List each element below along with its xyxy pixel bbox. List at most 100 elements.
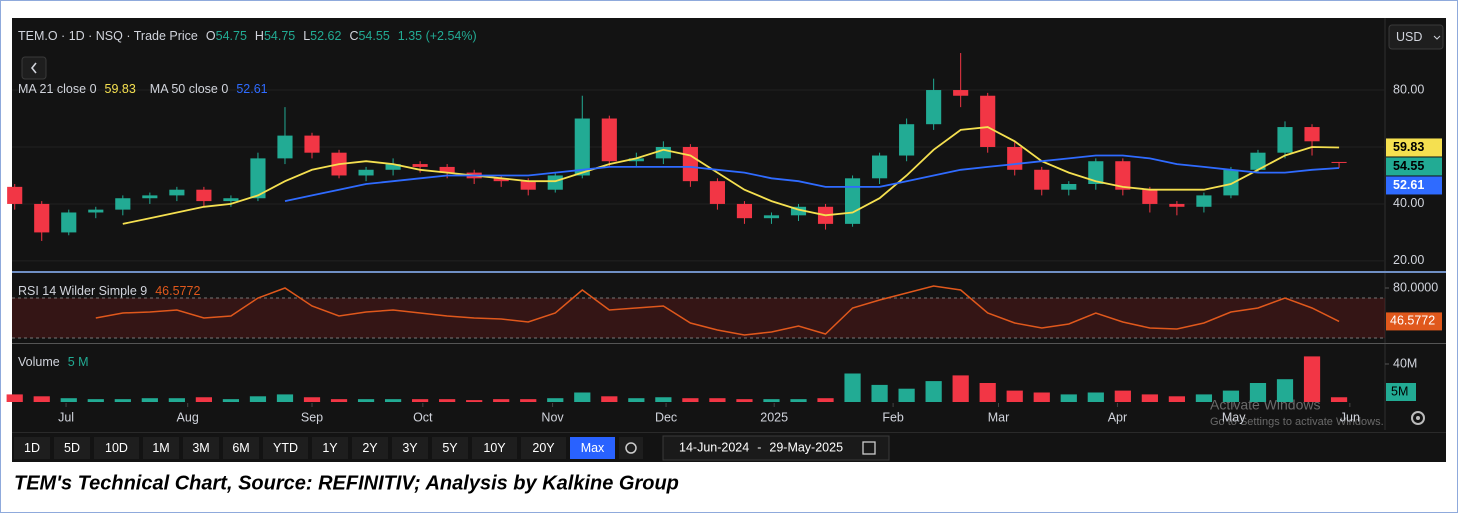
date-separator: -	[757, 441, 761, 455]
ohlc-label: H	[255, 29, 264, 43]
candle-body	[277, 135, 293, 159]
candle-body	[1169, 203, 1185, 207]
caption: TEM's Technical Chart, Source: REFINITIV…	[14, 472, 679, 494]
volume-bar	[1033, 392, 1050, 402]
volume-bar	[574, 392, 591, 402]
range-button[interactable]	[432, 437, 468, 459]
volume-bar	[979, 383, 996, 402]
back-button[interactable]	[21, 56, 47, 80]
volume-bar	[1006, 390, 1023, 402]
candle-body	[872, 155, 888, 179]
price-tag	[1386, 176, 1442, 195]
volume-bar	[303, 397, 321, 402]
date-from: 14-Jun-2024	[679, 441, 749, 455]
candle-body	[574, 118, 590, 176]
candle-body	[250, 158, 266, 199]
volume-bar	[466, 400, 483, 402]
range-button[interactable]	[392, 437, 428, 459]
y-tick-label: 40.00	[1393, 196, 1424, 210]
candle-body	[547, 175, 563, 190]
settings-icon[interactable]	[1411, 411, 1425, 425]
volume-bar	[1168, 396, 1185, 402]
candle-body	[439, 166, 455, 173]
volume-bar	[1276, 379, 1294, 402]
candle-body	[953, 90, 969, 96]
date-range-box[interactable]	[662, 435, 890, 461]
volume-bar	[384, 399, 402, 402]
range-button[interactable]	[570, 437, 615, 459]
rsi-band	[12, 298, 1385, 338]
range-button-label: 5D	[64, 441, 80, 455]
range-button[interactable]	[143, 437, 179, 459]
currency-dropdown[interactable]	[1388, 24, 1444, 50]
dropdown-icon	[1433, 35, 1441, 40]
header-legend: TEM.O · 1D · NSQ · Trade Price O54.75 H54.…	[18, 29, 477, 43]
value-tag	[1386, 383, 1416, 401]
range-button[interactable]	[352, 437, 388, 459]
volume-bar	[898, 388, 915, 402]
y-tick-label: 20.00	[1393, 253, 1424, 267]
range-button[interactable]	[521, 437, 566, 459]
volume-bar	[114, 399, 131, 402]
candle-body	[385, 164, 401, 170]
candle-body	[1223, 169, 1239, 196]
volume-bar	[1141, 394, 1158, 402]
candle-body	[899, 124, 915, 156]
range-settings-icon	[625, 442, 637, 454]
candle-body	[736, 203, 753, 219]
settings-icon-center	[1416, 416, 1420, 420]
candle-body	[7, 186, 23, 204]
range-settings[interactable]	[619, 437, 643, 459]
volume-bar	[1330, 397, 1348, 402]
candle-body	[88, 209, 104, 213]
range-button[interactable]	[183, 437, 219, 459]
volume-value: 5 M	[68, 355, 89, 369]
range-button-label: 1Y	[322, 441, 338, 455]
volume-bar	[1249, 383, 1267, 402]
candle-body	[1304, 127, 1320, 142]
range-button-label: 5Y	[442, 441, 458, 455]
volume-bar	[330, 399, 348, 402]
candle-body	[980, 95, 996, 147]
candle-body	[601, 118, 617, 162]
y-tick-label: 80.0000	[1393, 280, 1438, 294]
ohlc-label: O	[206, 29, 216, 43]
range-button[interactable]	[94, 437, 139, 459]
range-button[interactable]	[54, 437, 90, 459]
range-button-label: 10D	[105, 441, 128, 455]
rsi-line	[95, 285, 1340, 336]
x-tick-label: Feb	[882, 410, 904, 424]
volume-bar	[628, 398, 645, 402]
range-button-label: 2Y	[362, 441, 378, 455]
range-button[interactable]	[14, 437, 50, 459]
range-button[interactable]	[472, 437, 517, 459]
volume-bar	[1060, 394, 1077, 402]
range-button-label: 1M	[152, 441, 169, 455]
ohlc-value: 54.75	[216, 29, 247, 43]
range-button-label: 3Y	[402, 441, 418, 455]
volume-bar	[1195, 394, 1213, 402]
x-tick-label: Apr	[1108, 410, 1127, 424]
x-tick-label: Mar	[988, 410, 1010, 424]
range-button-label: YTD	[273, 441, 298, 455]
ohlc-label: L	[303, 29, 310, 43]
candle-body	[763, 215, 780, 219]
range-button-label: 6M	[232, 441, 249, 455]
volume-bar	[844, 373, 861, 402]
volume-bar	[1222, 390, 1240, 402]
range-button[interactable]	[312, 437, 348, 459]
back-icon	[30, 62, 37, 74]
range-button[interactable]	[263, 437, 308, 459]
calendar-icon	[862, 441, 876, 455]
price-tag	[1386, 138, 1442, 157]
volume-bar	[87, 399, 104, 402]
candle-body	[1196, 195, 1212, 207]
range-button[interactable]	[223, 437, 259, 459]
y-tick-label: 80.00	[1393, 82, 1424, 96]
x-tick-label: May	[1222, 410, 1246, 424]
volume-bar	[1087, 392, 1104, 402]
y-tick-label: 40M	[1393, 356, 1417, 370]
volume-bar	[952, 375, 969, 402]
volume-bar	[168, 398, 185, 402]
